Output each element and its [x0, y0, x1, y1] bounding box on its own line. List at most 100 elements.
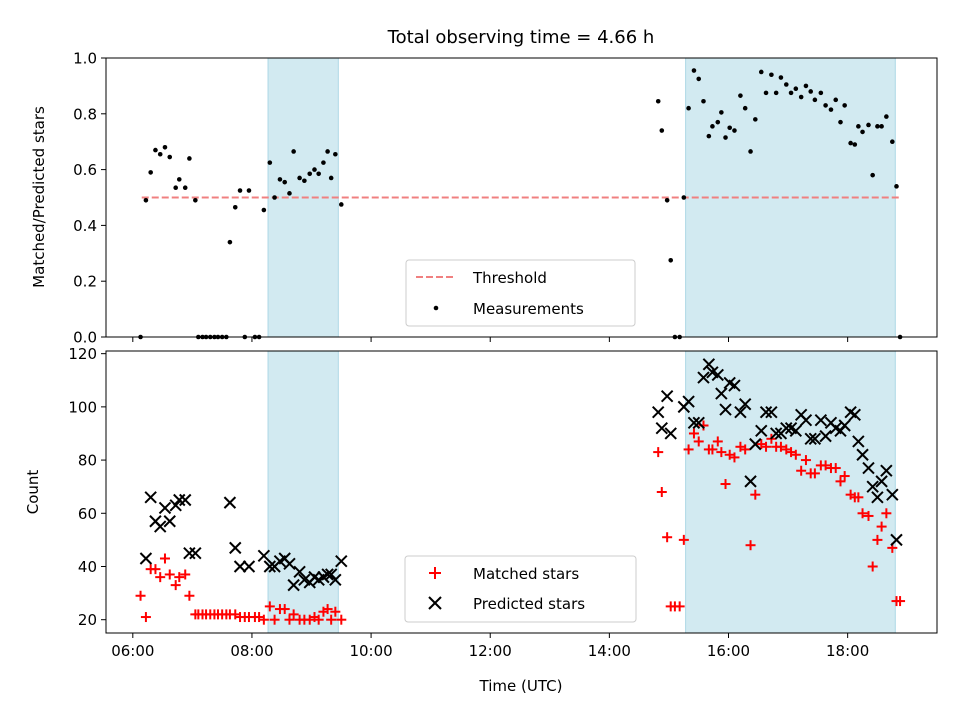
x-tick-label: 06:00 — [111, 642, 154, 660]
measurement-point — [723, 135, 728, 140]
predicted-star-point — [687, 416, 701, 430]
measurement-point — [193, 197, 198, 203]
measurement-point — [267, 160, 273, 165]
bottom-panel-frame — [105, 350, 938, 634]
y-tick-label: 0.2 — [73, 273, 97, 291]
y-tick-label: 20 — [78, 611, 97, 629]
predicted-star-point — [819, 429, 832, 443]
bottom-panel-shaded-spans — [267, 350, 896, 634]
legend-predicted-swatch — [428, 596, 442, 610]
matched-star-point — [716, 447, 727, 458]
matched-star-point — [313, 614, 324, 625]
measurement-point — [852, 142, 858, 147]
measurement-point — [261, 207, 267, 213]
predicted-star-point — [697, 371, 710, 384]
x-tick-label: 16:00 — [707, 642, 750, 660]
predicted-star-point — [144, 491, 157, 504]
matched-star-point — [809, 468, 820, 479]
predicted-star-point — [880, 464, 893, 477]
measurement-point — [668, 257, 674, 263]
y-tick-label: 0.8 — [73, 105, 97, 123]
measurement-point — [701, 98, 706, 104]
matched-star-point — [881, 508, 892, 519]
predicted-star-point — [759, 405, 773, 419]
matched-star-point — [688, 428, 699, 439]
matched-star-point — [796, 465, 807, 476]
measurement-point — [316, 171, 321, 177]
measurement-point — [758, 69, 764, 75]
legend-matched-swatch — [429, 567, 441, 579]
matched-star-point — [336, 614, 347, 625]
measurement-point — [842, 103, 847, 108]
matched-star-point — [761, 441, 772, 452]
measurement-point — [696, 76, 702, 82]
matched-star-point — [662, 532, 673, 543]
predicted-star-point — [715, 387, 728, 400]
matched-star-point — [835, 476, 846, 487]
measurement-point — [307, 171, 313, 177]
matched-star-point — [140, 612, 151, 623]
matched-star-point — [264, 601, 275, 612]
predicted-star-point — [765, 405, 778, 419]
predicted-star-point — [755, 424, 768, 438]
measurement-point — [282, 179, 288, 185]
matched-star-point — [678, 534, 689, 545]
predicted-star-point — [158, 501, 172, 515]
measurement-point — [277, 177, 283, 182]
matched-star-point — [269, 614, 280, 625]
predicted-star-point — [852, 435, 865, 448]
measurement-point — [153, 147, 158, 153]
measurement-point — [727, 125, 732, 131]
measurement-point — [808, 89, 814, 94]
y-tick-label: 0.6 — [73, 161, 97, 179]
measurement-point — [162, 144, 168, 150]
matched-star-point — [712, 436, 723, 447]
predicted-star-point — [293, 565, 306, 579]
measurement-point — [187, 156, 192, 161]
predicted-star-point — [321, 568, 334, 581]
matched-star-point — [258, 614, 269, 625]
predicted-star-point — [652, 405, 665, 419]
predicted-star-point — [263, 560, 277, 573]
measurement-point — [659, 128, 665, 133]
measurement-point — [176, 177, 182, 182]
measurement-point — [287, 191, 292, 196]
measurement-point — [866, 122, 871, 128]
bottom-panel-x-ticks: 06:00 08:00 10:00 12:00 14:00 16:00 18:00 — [111, 633, 869, 660]
x-tick-label: 14:00 — [588, 642, 631, 660]
matched-star-point — [720, 479, 731, 490]
measurement-point — [719, 110, 724, 115]
measurement-point — [148, 170, 153, 175]
measurement-point — [742, 105, 748, 111]
predicted-star-point — [163, 515, 176, 528]
measurement-point — [664, 197, 670, 203]
x-tick-label: 12:00 — [469, 642, 512, 660]
matched-star-point — [693, 436, 704, 447]
predicted-star-point — [769, 427, 783, 440]
measurement-point — [715, 119, 721, 125]
measurement-point — [823, 103, 828, 108]
predicted-star-point — [692, 416, 705, 430]
predicted-star-point — [856, 448, 869, 461]
x-axis-label: Time (UTC) — [479, 677, 563, 695]
matched-star-point — [853, 492, 864, 503]
matched-star-point — [164, 569, 175, 580]
predicted-star-point — [139, 552, 153, 565]
measurement-point — [272, 195, 277, 200]
matched-star-point — [174, 572, 185, 583]
predicted-star-point — [257, 549, 271, 563]
predicted-star-point — [808, 432, 822, 445]
predicted-star-point — [169, 499, 182, 512]
matched-star-point — [740, 444, 751, 455]
measurement-point — [291, 149, 296, 154]
measurement-point — [773, 90, 779, 96]
measurement-point — [856, 124, 861, 129]
matched-star-point — [159, 553, 170, 564]
measurement-point — [875, 124, 880, 129]
predicted-star-point — [866, 480, 879, 493]
measurement-point — [890, 139, 895, 144]
measurement-point — [333, 151, 338, 157]
bottom-panel-legend: Matched stars Predicted stars — [404, 555, 637, 623]
measurement-point — [297, 175, 302, 181]
x-tick-label: 10:00 — [349, 642, 392, 660]
